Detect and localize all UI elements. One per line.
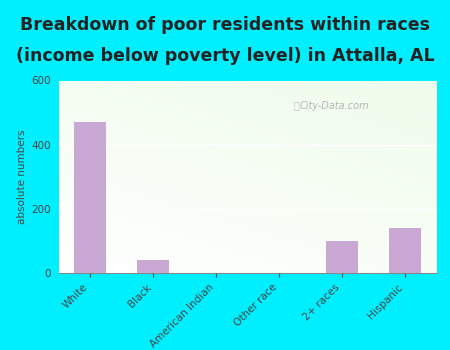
Text: (income below poverty level) in Attalla, AL: (income below poverty level) in Attalla,… <box>16 47 434 65</box>
Bar <box>389 228 421 273</box>
Y-axis label: absolute numbers: absolute numbers <box>17 130 27 224</box>
Bar <box>74 122 106 273</box>
Bar <box>137 260 169 273</box>
Text: ⓘ: ⓘ <box>294 100 300 111</box>
Text: Breakdown of poor residents within races: Breakdown of poor residents within races <box>20 15 430 34</box>
Text: City-Data.com: City-Data.com <box>300 100 369 111</box>
Bar <box>326 241 358 273</box>
